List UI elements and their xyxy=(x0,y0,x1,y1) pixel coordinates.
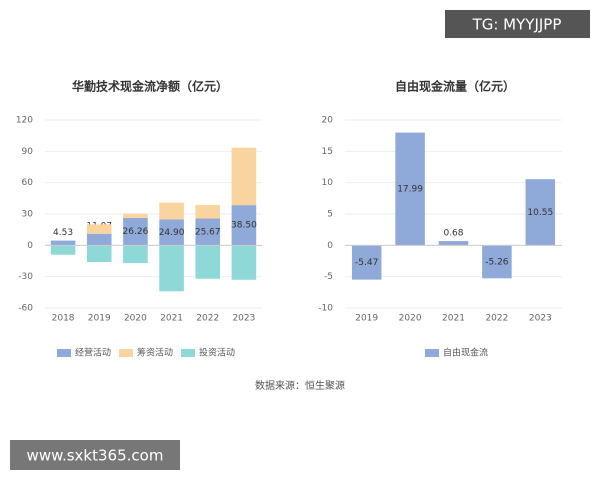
bar xyxy=(195,204,221,219)
y-tick-label: 5 xyxy=(327,210,333,220)
watermark: TG: MYYJJPP xyxy=(472,16,562,34)
x-tick-label: 2021 xyxy=(160,314,183,324)
legend-swatch xyxy=(425,349,439,357)
y-tick-label: 20 xyxy=(322,116,334,126)
y-tick-label: 120 xyxy=(16,116,33,126)
bar xyxy=(123,217,148,246)
data-label: 26.26 xyxy=(123,227,149,237)
chart-title: 自由现金流量（亿元） xyxy=(395,79,515,94)
y-tick-label: 90 xyxy=(22,147,34,157)
bar xyxy=(231,205,257,246)
watermark-box xyxy=(10,440,180,470)
x-tick-label: 2022 xyxy=(196,314,219,324)
source: 数据来源：恒生聚源 xyxy=(255,379,345,392)
watermark-box xyxy=(445,10,590,38)
data-label: 24.90 xyxy=(159,228,185,238)
bar xyxy=(50,240,76,246)
bar xyxy=(195,245,221,279)
legend-swatch xyxy=(57,349,71,357)
x-tick-label: 2021 xyxy=(442,314,465,324)
x-tick-label: 2023 xyxy=(529,314,552,324)
bar xyxy=(159,245,184,292)
bar xyxy=(351,245,382,280)
legend-label: 经营活动 xyxy=(75,347,111,359)
bar xyxy=(525,179,556,246)
data-label: -5.47 xyxy=(355,258,378,268)
y-tick-label: 30 xyxy=(22,210,34,220)
y-tick-label: -10 xyxy=(318,304,333,314)
x-tick-label: 2019 xyxy=(355,314,378,324)
y-tick-label: 10 xyxy=(322,178,334,188)
bar xyxy=(86,224,112,234)
bar xyxy=(395,132,425,246)
bar xyxy=(482,245,512,279)
legend-label: 自由现金流 xyxy=(443,347,488,359)
data-label: 25.67 xyxy=(195,227,221,237)
bar xyxy=(438,241,469,246)
data-label: 10.55 xyxy=(527,208,553,218)
x-tick-label: 2020 xyxy=(399,314,422,324)
data-label: 0.68 xyxy=(443,229,463,239)
y-tick-label: 0 xyxy=(327,241,333,251)
data-label: 17.99 xyxy=(397,184,423,194)
y-tick-label: -30 xyxy=(18,272,33,282)
bar xyxy=(159,202,184,220)
bar xyxy=(123,245,148,264)
x-tick-label: 2020 xyxy=(124,314,147,324)
data-label: 4.53 xyxy=(53,228,73,238)
x-tick-label: 2018 xyxy=(52,314,75,324)
bar xyxy=(86,233,112,246)
legend-label: 投资活动 xyxy=(199,347,235,359)
chart-title: 华勤技术现金流净额（亿元） xyxy=(72,79,228,94)
bar xyxy=(231,245,257,280)
y-tick-label: 0 xyxy=(27,241,33,251)
x-tick-label: 2019 xyxy=(88,314,111,324)
y-tick-label: 15 xyxy=(322,147,333,157)
bar xyxy=(86,245,112,263)
bar xyxy=(50,245,76,255)
legend-label: 筹资活动 xyxy=(137,347,173,359)
y-tick-label: -60 xyxy=(18,304,33,314)
legend-swatch xyxy=(119,349,133,357)
y-tick-label: 60 xyxy=(22,178,34,188)
bar xyxy=(231,147,257,206)
x-tick-label: 2022 xyxy=(485,314,508,324)
bar xyxy=(195,218,221,246)
x-tick-label: 2023 xyxy=(232,314,255,324)
watermark: www.sxkt365.com xyxy=(27,447,164,465)
bar xyxy=(123,213,148,218)
data-label: -5.26 xyxy=(485,257,509,267)
y-tick-label: -5 xyxy=(324,272,333,282)
data-label: 38.50 xyxy=(231,221,257,231)
bar xyxy=(159,219,184,246)
legend-swatch xyxy=(181,349,195,357)
